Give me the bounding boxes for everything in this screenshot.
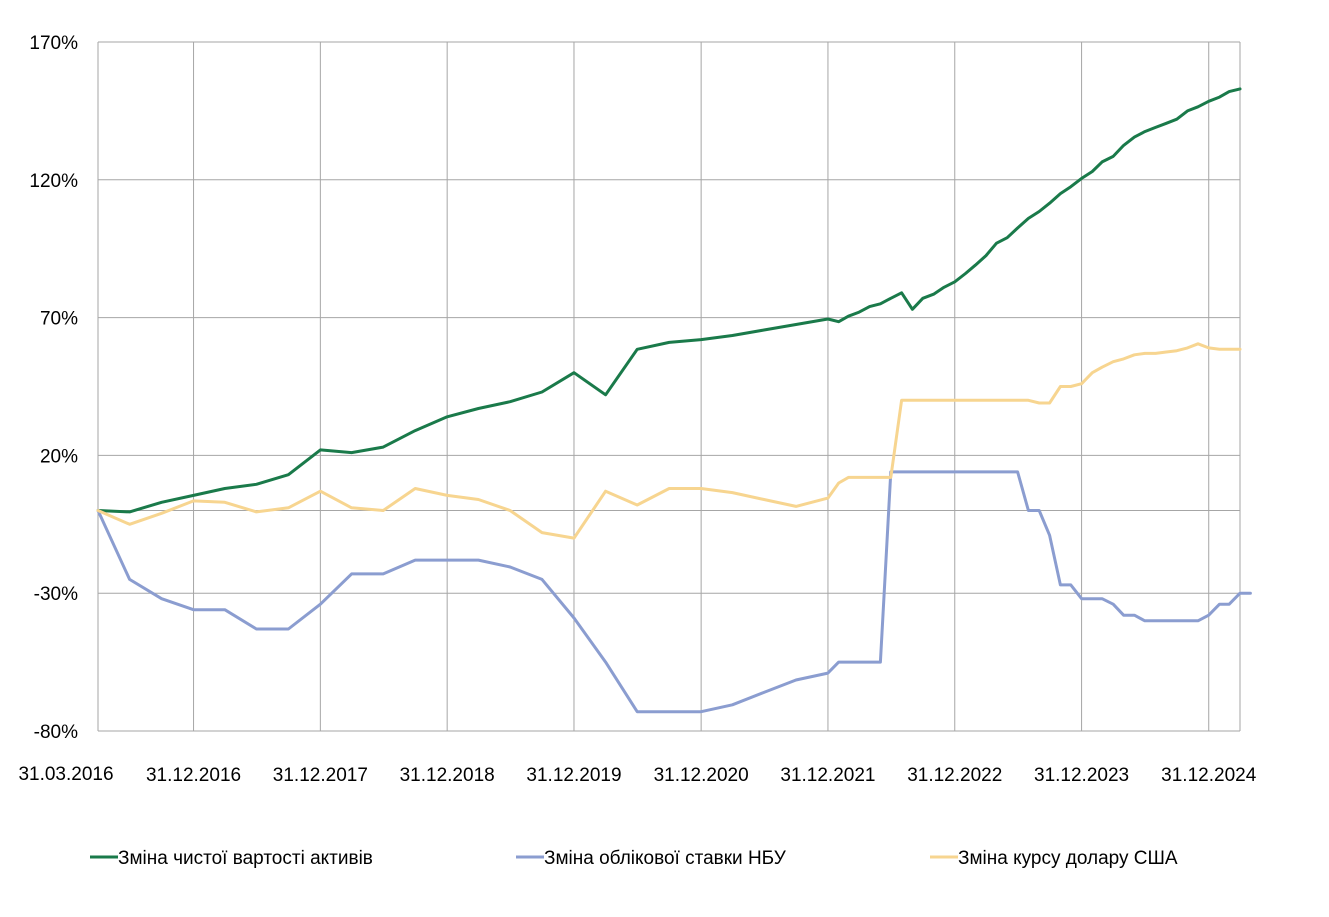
x-tick-label: 31.12.2017 [273,765,368,786]
y-tick-label: 20% [40,446,78,467]
legend-label: Зміна чистої вартості активів [118,848,373,869]
series-line-1 [96,470,1252,714]
x-tick-label: 31.03.2016 [18,764,113,785]
x-axis-tick-labels: 31.03.2016 31.12.2016 31.12.2017 31.12.2018… [18,764,1256,786]
y-tick-label: -30% [34,584,78,605]
y-axis-tick-labels: -80% -30% 20% 70% 120% 170% [29,33,78,743]
y-tick-label: 120% [29,171,78,192]
x-tick-label: 31.12.2019 [526,765,621,786]
x-tick-label: 31.12.2018 [400,765,495,786]
x-tick-label: 31.12.2023 [1034,765,1129,786]
series-line-0 [96,87,1242,514]
x-tick-label: 31.12.2022 [907,765,1002,786]
x-tick-label: 31.12.2016 [146,765,241,786]
legend: Зміна чистої вартості активів Зміна облік… [90,848,1178,869]
y-tick-label: 170% [29,33,78,54]
series-lines [96,87,1252,714]
x-tick-label: 31.12.2021 [780,765,875,786]
legend-label: Зміна облікової ставки НБУ [544,848,787,869]
y-tick-label: -80% [34,722,78,743]
x-tick-label: 31.12.2024 [1161,765,1257,786]
legend-label: Зміна курсу долару США [958,848,1178,869]
x-tick-label: 31.12.2020 [654,765,749,786]
y-tick-label: 70% [40,309,78,330]
series-line-2 [96,342,1242,540]
grid [97,41,1241,732]
